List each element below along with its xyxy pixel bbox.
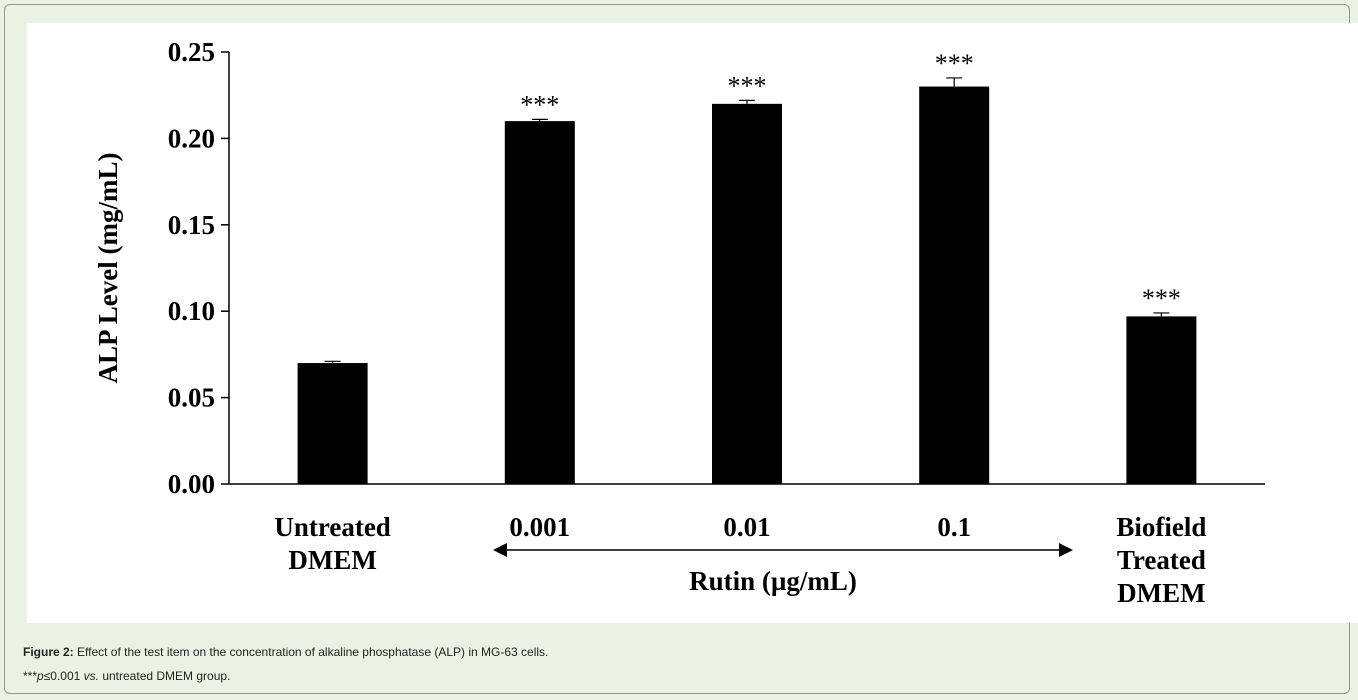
note-mid: ≤0.001: [43, 669, 84, 683]
y-tick-label: 0.25: [168, 37, 215, 67]
figure-caption: Figure 2: Effect of the test item on the…: [23, 645, 548, 659]
y-tick-label: 0.15: [168, 210, 215, 240]
y-tick-label: 0.05: [168, 383, 215, 413]
x-tick-label: Biofield: [1116, 512, 1206, 542]
group-arrow-right-head: [1059, 543, 1073, 557]
significance-annotation: ***: [728, 71, 767, 100]
bar: [504, 121, 575, 485]
note-end: untreated DMEM group.: [99, 669, 231, 683]
bar-chart: 0.00 0.05 0.10 0.15 0.20 0.25 ALP Level (mg/mL…: [93, 37, 1265, 608]
bar: [1126, 316, 1197, 484]
x-tick-label: 0.1: [937, 512, 971, 542]
x-tick-label: 0.001: [509, 512, 570, 542]
caption-text: Effect of the test item on the concentra…: [73, 645, 549, 659]
group-arrow-left-head: [493, 543, 507, 557]
caption-label: Figure 2:: [23, 645, 74, 659]
y-tick-label: 0.10: [168, 296, 215, 326]
x-tick-label: Untreated: [274, 512, 390, 542]
bar: [297, 363, 368, 484]
bar: [919, 86, 990, 484]
plot-area: 0.00 0.05 0.10 0.15 0.20 0.25 ALP Level (mg/mL…: [27, 23, 1358, 623]
bar: [712, 103, 782, 484]
significance-annotation: ***: [935, 49, 974, 78]
y-tick-label: 0.00: [168, 469, 215, 499]
note-p: p: [37, 669, 44, 683]
significance-annotation: ***: [1142, 284, 1181, 313]
x-tick-label: DMEM: [288, 545, 376, 575]
figure-frame: 0.00 0.05 0.10 0.15 0.20 0.25 ALP Level (mg/mL…: [4, 4, 1358, 694]
note-stars: ***: [23, 669, 38, 683]
x-tick-label: Treated: [1117, 545, 1206, 575]
x-tick-label: DMEM: [1117, 578, 1205, 608]
x-tick-label: 0.01: [723, 512, 770, 542]
group-label: Rutin (µg/mL): [689, 566, 857, 596]
note-vs: vs.: [83, 669, 99, 683]
significance-note: ***p≤0.001 vs. untreated DMEM group.: [23, 669, 230, 683]
y-axis-label: ALP Level (mg/mL): [93, 153, 123, 384]
significance-annotation: ***: [520, 90, 559, 119]
y-tick-label: 0.20: [168, 123, 215, 153]
